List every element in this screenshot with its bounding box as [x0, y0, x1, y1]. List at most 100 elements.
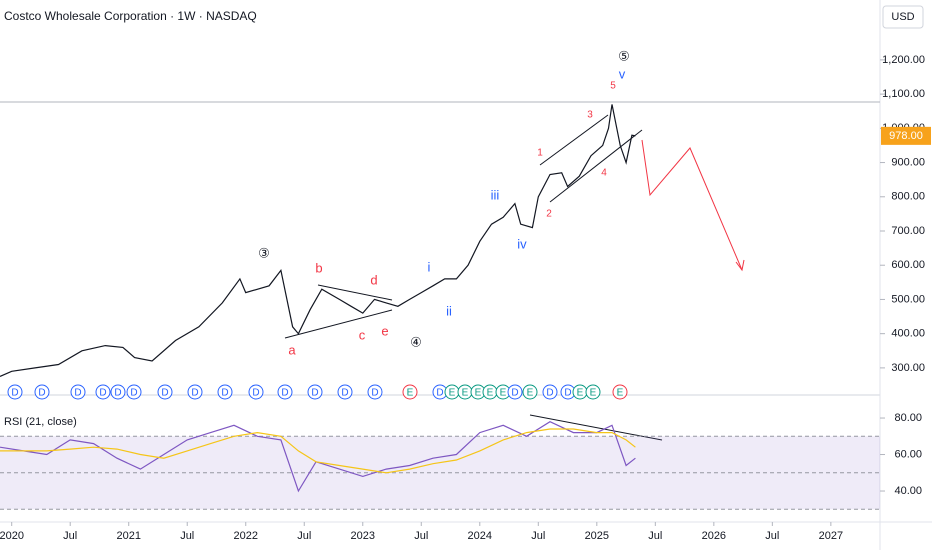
event-marker [187, 384, 203, 400]
event-label: D [341, 388, 348, 399]
wave-label: a [288, 342, 296, 357]
wave-labels: ③ a b c d e ④ i ii iii iv 1 2 3 4 5 v ⑤ [258, 48, 630, 357]
currency[interactable]: USD [891, 11, 914, 23]
event-label: D [564, 388, 571, 399]
event-marker [110, 384, 126, 400]
event-marker [542, 384, 558, 400]
wave-label: 3 [587, 110, 593, 121]
y-tick-label: 900.00 [891, 156, 925, 168]
event-marker [95, 384, 111, 400]
x-tick-label: 2027 [819, 530, 843, 542]
event-label: D [11, 388, 18, 399]
rsi-line [0, 421, 636, 493]
x-tick-label: 2020 [0, 530, 24, 542]
x-tick-label: 2022 [234, 530, 258, 542]
event-marker [34, 384, 50, 400]
event-label: D [371, 388, 378, 399]
event-label: E [577, 388, 584, 399]
x-tick-label: 2021 [116, 530, 140, 542]
x-tick-label: Jul [297, 530, 311, 542]
event-label: D [546, 388, 553, 399]
wave-label: b [315, 260, 322, 275]
event-label: D [99, 388, 106, 399]
event-marker [522, 384, 538, 400]
event-label: D [311, 388, 318, 399]
y-tick-label: 500.00 [891, 293, 925, 305]
y-tick-label: 600.00 [891, 259, 925, 271]
event-label: D [511, 388, 518, 399]
x-tick-label: 2025 [585, 530, 609, 542]
x-tick-label: Jul [531, 530, 545, 542]
event-label: E [475, 388, 482, 399]
trend-line [549, 129, 643, 203]
wave-label: v [619, 66, 626, 81]
x-tick-label: Jul [180, 530, 194, 542]
event-label: E [527, 388, 534, 399]
event-label: D [252, 388, 259, 399]
chart-title: Costco Wholesale Corporation · 1W · NASD… [4, 9, 257, 23]
last-price-label: 978.00 [889, 130, 923, 142]
wave-label: ③ [258, 245, 270, 260]
event-label: D [74, 388, 81, 399]
x-tick-label: 2026 [702, 530, 726, 542]
x-tick-label: Jul [63, 530, 77, 542]
event-label: E [487, 388, 494, 399]
price-line [0, 104, 636, 377]
event-marker [126, 384, 142, 400]
event-label: D [436, 388, 443, 399]
wave-label: iv [517, 236, 527, 251]
event-marker [507, 384, 523, 400]
projection [641, 139, 743, 271]
event-marker [7, 384, 23, 400]
event-label: E [500, 388, 507, 399]
wave-label: 2 [546, 209, 552, 220]
event-marker [337, 384, 353, 400]
event-marker [585, 384, 601, 400]
wave-label: ⑤ [618, 48, 630, 63]
event-label: D [161, 388, 168, 399]
event-marker [277, 384, 293, 400]
x-tick-label: Jul [414, 530, 428, 542]
event-label: D [130, 388, 137, 399]
y-tick-label: 800.00 [891, 191, 925, 203]
y-tick-label: 400.00 [891, 328, 925, 340]
event-label: D [114, 388, 121, 399]
x-tick-label: 2024 [468, 530, 492, 542]
event-marker [367, 384, 383, 400]
trend-line [539, 114, 609, 166]
rsi-band [0, 436, 880, 510]
wave-label: ④ [410, 334, 422, 349]
wave-label: e [381, 323, 388, 338]
event-marker [217, 384, 233, 400]
wave-label: 5 [610, 81, 616, 92]
wave-label: ii [446, 303, 452, 318]
wave-label: d [370, 272, 377, 287]
x-tick-label: Jul [648, 530, 662, 542]
event-marker [612, 384, 628, 400]
trend-line [317, 284, 393, 301]
currency-button[interactable] [882, 5, 924, 29]
event-label: E [617, 388, 624, 399]
last-price-tag [881, 126, 931, 145]
event-label: D [38, 388, 45, 399]
y-tick-label: 1,200.00 [882, 54, 925, 66]
event-label: D [191, 388, 198, 399]
y-tick-label: 60.00 [894, 448, 922, 460]
y-tick-label: 1,100.00 [882, 88, 925, 100]
rsi-line [0, 428, 636, 474]
wave-label: iii [491, 187, 500, 202]
y-tick-label: 300.00 [891, 362, 925, 374]
event-marker [248, 384, 264, 400]
event-marker [70, 384, 86, 400]
wave-label: i [428, 259, 431, 274]
wave-label: 1 [537, 148, 543, 159]
event-marker [402, 384, 418, 400]
event-marker [157, 384, 173, 400]
event-label: E [590, 388, 597, 399]
event-label: E [407, 388, 414, 399]
event-label: D [281, 388, 288, 399]
event-label: E [462, 388, 469, 399]
wave-label: c [359, 327, 366, 342]
